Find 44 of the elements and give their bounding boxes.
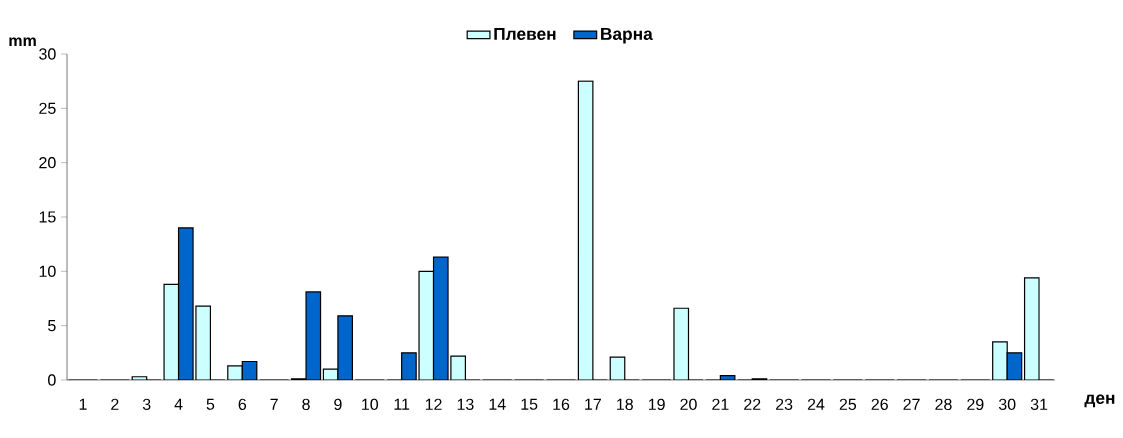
x-tick-label: 14 — [489, 398, 506, 410]
x-tick-label: 25 — [839, 398, 857, 411]
x-tick-label: 30 — [998, 398, 1016, 411]
x-tick-label: 27 — [903, 398, 920, 410]
x-tick-label: 11 — [394, 398, 410, 410]
x-tick-label: 19 — [648, 398, 665, 411]
bar — [992, 341, 1008, 380]
x-tick-label: 16 — [553, 398, 570, 411]
x-tick-label: 5 — [206, 398, 215, 410]
x-tick-label: 4 — [174, 398, 183, 410]
legend-label: Плевен — [494, 27, 556, 41]
x-tick-label: 21 — [712, 398, 729, 410]
x-tick-label: 7 — [270, 398, 278, 410]
y-tick-label: 15 — [39, 211, 56, 223]
x-axis-title: ден — [1084, 394, 1115, 408]
x-tick-label: 12 — [425, 398, 442, 410]
x-tick-label: 26 — [871, 398, 888, 411]
x-tick-label: 10 — [362, 398, 379, 411]
y-tick-label: 20 — [39, 157, 56, 169]
x-tick-label: 29 — [967, 398, 984, 411]
x-tick-label: 24 — [807, 398, 825, 410]
x-tick-label: 20 — [680, 398, 697, 411]
bar — [401, 352, 417, 380]
y-tick-label: 30 — [39, 48, 56, 60]
y-tick-label: 10 — [39, 265, 56, 277]
x-tick-label: 28 — [935, 398, 952, 411]
x-tick-label: 3 — [142, 398, 151, 411]
y-axis-title: mm — [9, 37, 36, 47]
x-tick-label: 23 — [776, 398, 793, 411]
x-tick-label: 18 — [617, 398, 633, 411]
x-tick-label: 2 — [111, 398, 119, 410]
x-tick-label: 6 — [238, 398, 247, 411]
legend-label: Варна — [601, 27, 653, 44]
y-tick-label: 5 — [48, 320, 56, 332]
x-tick-label: 8 — [302, 398, 310, 411]
x-tick-label: 17 — [585, 398, 601, 410]
y-tick-label: 25 — [39, 102, 56, 114]
x-tick-label: 15 — [521, 398, 538, 410]
x-tick-label: 1 — [79, 398, 87, 410]
x-tick-label: 13 — [457, 398, 474, 411]
x-tick-label: 31 — [1030, 398, 1048, 411]
x-tick-label: 9 — [334, 398, 342, 411]
y-tick-label: 0 — [48, 374, 56, 386]
x-tick-label: 22 — [744, 398, 761, 410]
